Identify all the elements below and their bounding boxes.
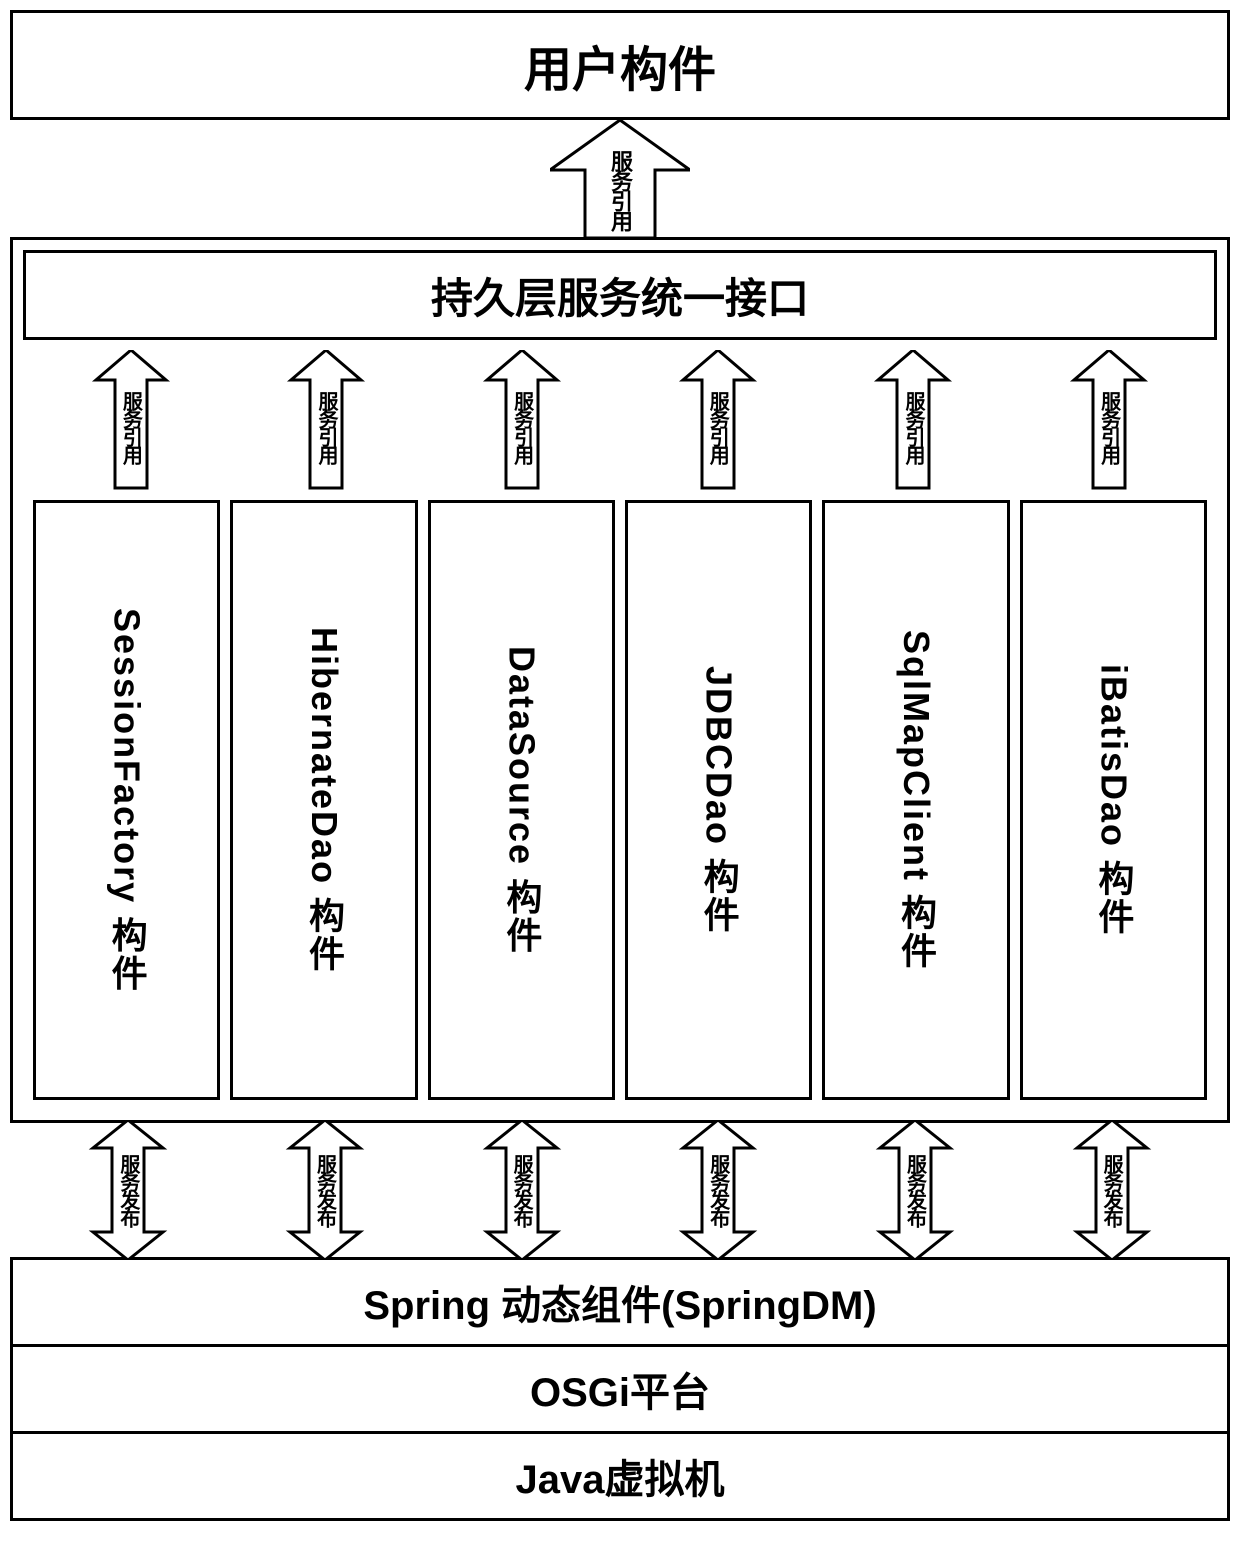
user-component-label: 用户构件 — [524, 30, 716, 100]
arrow-label: 服务发布 — [114, 1154, 143, 1226]
unified-interface-box: 持久层服务统一接口 — [23, 250, 1217, 340]
service-ref-arrow-4: 服务引用 — [873, 350, 953, 490]
component-label: iBatisDao 构件 — [1087, 664, 1139, 936]
service-pub-arrow-3: 服务发布 — [678, 1120, 758, 1260]
service-pub-arrow-1: 服务发布 — [285, 1120, 365, 1260]
interface-wrapper: 持久层服务统一接口 服务引用 服务引用 — [10, 237, 1230, 1123]
arrow-label: 服务发布 — [900, 1154, 929, 1226]
component-label: SqlMapClient 构件 — [890, 630, 942, 970]
component-hibernatedao: HibernateDao 构件 — [230, 500, 417, 1100]
service-ref-arrow-3: 服务引用 — [678, 350, 758, 490]
arrow-label: 服务引用 — [703, 391, 732, 463]
component-sessionfactory: SessionFactory 构件 — [33, 500, 220, 1100]
component-datasource: DataSource 构件 — [428, 500, 615, 1100]
service-reference-arrows-row: 服务引用 服务引用 服务引用 — [13, 350, 1227, 490]
component-label: JDBCDao 构件 — [693, 666, 745, 934]
arrow-label: 服务引用 — [312, 391, 341, 463]
component-label: HibernateDao 构件 — [298, 627, 350, 973]
component-ibatisdao: iBatisDao 构件 — [1020, 500, 1207, 1100]
arrow-label: 服务发布 — [507, 1154, 536, 1226]
service-pub-arrow-4: 服务发布 — [875, 1120, 955, 1260]
service-ref-arrow-0: 服务引用 — [91, 350, 171, 490]
unified-interface-label: 持久层服务统一接口 — [431, 265, 809, 326]
service-pub-arrow-0: 服务发布 — [88, 1120, 168, 1260]
arrow-label: 服务引用 — [508, 391, 537, 463]
arrow-label: 服务引用 — [899, 391, 928, 463]
user-component-box: 用户构件 — [10, 10, 1230, 120]
osgi-layer: OSGi平台 — [10, 1344, 1230, 1434]
arrow-label: 服务发布 — [704, 1154, 733, 1226]
big-service-reference-arrow: 服务引用 — [550, 120, 690, 240]
component-sqlmapclient: SqlMapClient 构件 — [822, 500, 1009, 1100]
service-pub-arrow-2: 服务发布 — [482, 1120, 562, 1260]
service-publish-arrows-row: 服务发布 服务发布 服务发布 服务发布 服务发布 — [10, 1120, 1230, 1260]
arrow-label: 服务引用 — [1095, 391, 1124, 463]
layer-label: Spring 动态组件(SpringDM) — [363, 1273, 876, 1331]
components-container: SessionFactory 构件 HibernateDao 构件 DataSo… — [23, 490, 1217, 1110]
arrow-label: 服务引用 — [116, 391, 145, 463]
big-arrow-label: 服务引用 — [604, 150, 636, 230]
service-pub-arrow-5: 服务发布 — [1072, 1120, 1152, 1260]
architecture-diagram: 用户构件 服务引用 持久层服务统一接口 服务引用 — [10, 10, 1230, 1521]
layer-label: Java虚拟机 — [516, 1447, 725, 1505]
jvm-layer: Java虚拟机 — [10, 1431, 1230, 1521]
layer-label: OSGi平台 — [530, 1360, 710, 1418]
component-label: SessionFactory 构件 — [101, 608, 153, 992]
arrow-label: 服务发布 — [310, 1154, 339, 1226]
component-jdbcdao: JDBCDao 构件 — [625, 500, 812, 1100]
service-ref-arrow-5: 服务引用 — [1069, 350, 1149, 490]
service-ref-arrow-2: 服务引用 — [482, 350, 562, 490]
arrow-label: 服务发布 — [1097, 1154, 1126, 1226]
spring-dm-layer: Spring 动态组件(SpringDM) — [10, 1257, 1230, 1347]
component-label: DataSource 构件 — [495, 646, 547, 954]
service-ref-arrow-1: 服务引用 — [286, 350, 366, 490]
